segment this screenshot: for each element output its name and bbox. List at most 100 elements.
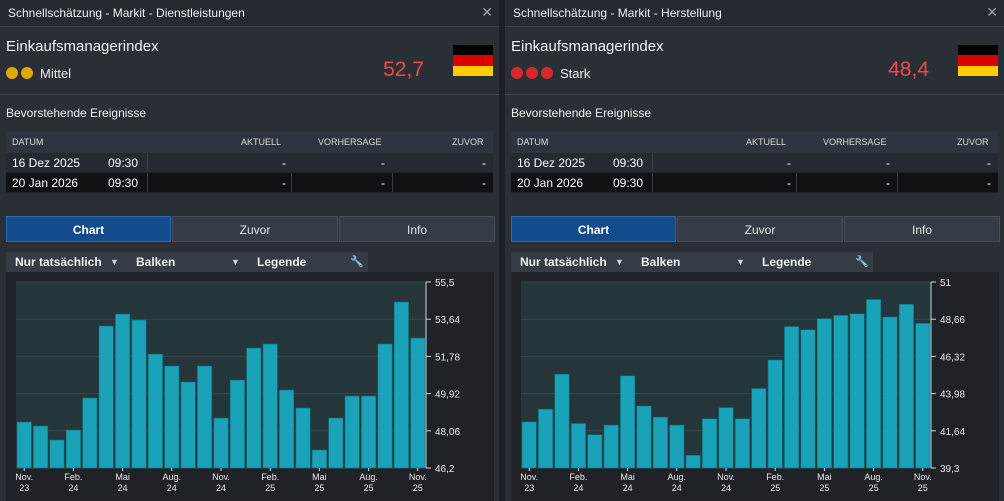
bar <box>849 313 865 469</box>
panel-title: Schnellschätzung - Markit - Dienstleistu… <box>8 6 245 20</box>
x-tick-label: Nov. <box>212 472 230 482</box>
tab-chart[interactable]: Chart <box>6 216 171 242</box>
x-tick-label: 25 <box>413 483 423 493</box>
pmi-panel-services: Schnellschätzung - Markit - Dienstleistu… <box>0 0 499 501</box>
current-value: 48,4 <box>888 58 929 81</box>
bar <box>393 301 409 469</box>
bar <box>115 313 131 469</box>
chart-area: 51 48,66 46,32 43,98 41,64 39,3 Nov. 23 Feb. 24 Ma… <box>511 272 999 501</box>
x-tick-label: 25 <box>869 483 879 493</box>
importance-indicator: Mittel <box>6 65 71 81</box>
tab-chart[interactable]: Chart <box>511 216 676 242</box>
close-icon[interactable]: ✕ <box>481 4 493 20</box>
bar <box>833 315 849 469</box>
x-tick-label: 24 <box>118 483 128 493</box>
pmi-panel-manufacturing: Schnellschätzung - Markit - Herstellung … <box>505 0 1004 501</box>
x-tick-label: 24 <box>68 483 78 493</box>
table-row[interactable]: 16 Dez 2025 09:30 - - - <box>511 153 998 172</box>
bar <box>33 425 49 469</box>
table-row[interactable]: 20 Jan 2026 09:30 - - - <box>6 173 493 192</box>
bar <box>603 424 619 469</box>
x-tick-label: 25 <box>918 483 928 493</box>
x-tick-label: Aug. <box>864 472 883 482</box>
filter-dropdown[interactable]: Nur tatsächlich <box>520 255 607 269</box>
x-tick-label: 25 <box>265 483 275 493</box>
close-icon[interactable]: ✕ <box>986 4 998 20</box>
current-value: 52,7 <box>383 58 424 81</box>
column-header-date: DATUM <box>517 137 549 147</box>
wrench-icon[interactable]: 🔧 <box>350 256 364 268</box>
wrench-icon[interactable]: 🔧 <box>855 256 869 268</box>
column-separator <box>652 153 653 172</box>
bar <box>669 424 685 469</box>
x-tick-label: Nov. <box>409 472 427 482</box>
x-tick-label: Aug. <box>668 472 687 482</box>
chart-type-dropdown[interactable]: Balken <box>136 255 176 269</box>
column-header-actual: AKTUELL <box>746 137 787 147</box>
legend-button[interactable]: Legende <box>257 255 307 269</box>
events-table: DATUM AKTUELL VORHERSAGE ZUVOR 16 Dez 20… <box>6 131 493 193</box>
event-time: 09:30 <box>108 176 139 190</box>
event-date: 16 Dez 2025 <box>517 156 586 170</box>
table-row[interactable]: 16 Dez 2025 09:30 - - - <box>6 153 493 172</box>
event-actual: - <box>787 176 791 190</box>
view-tabs: Chart Zuvor Info <box>6 216 495 243</box>
importance-label: Stark <box>560 65 591 81</box>
y-tick-label: 51 <box>940 278 952 289</box>
bar <box>570 423 586 469</box>
x-tick-label: Nov. <box>914 472 932 482</box>
chevron-down-icon[interactable]: ▼ <box>110 257 119 267</box>
y-tick-label: 53,64 <box>435 315 460 326</box>
chart-type-dropdown[interactable]: Balken <box>641 255 681 269</box>
events-table-header: DATUM AKTUELL VORHERSAGE ZUVOR <box>6 131 493 153</box>
x-tick-label: Aug. <box>163 472 182 482</box>
bar <box>751 388 767 469</box>
filter-dropdown[interactable]: Nur tatsächlich <box>15 255 102 269</box>
tab-previous[interactable]: Zuvor <box>677 216 843 242</box>
event-forecast: - <box>381 156 385 170</box>
x-tick-label: 23 <box>524 483 534 493</box>
panel-title: Schnellschätzung - Markit - Herstellung <box>513 6 722 20</box>
upcoming-events-title: Bevorstehende Ereignisse <box>511 106 652 120</box>
bar <box>49 439 65 469</box>
bar <box>98 325 114 469</box>
bar <box>538 408 554 469</box>
column-separator <box>897 173 898 192</box>
column-header-forecast: VORHERSAGE <box>823 137 887 147</box>
tab-previous[interactable]: Zuvor <box>172 216 338 242</box>
column-header-previous: ZUVOR <box>452 137 484 147</box>
table-row[interactable]: 20 Jan 2026 09:30 - - - <box>511 173 998 192</box>
chevron-down-icon[interactable]: ▼ <box>615 257 624 267</box>
x-tick-label: Mai <box>115 472 130 482</box>
bar <box>328 417 344 469</box>
bar <box>587 434 603 469</box>
view-tabs: Chart Zuvor Info <box>511 216 1000 243</box>
x-tick-label: Nov. <box>15 472 33 482</box>
bar <box>229 379 245 469</box>
germany-flag-icon <box>958 45 998 77</box>
chevron-down-icon[interactable]: ▼ <box>736 257 745 267</box>
chart-controls: Nur tatsächlich ▼ Balken ▼ Legende 🔧 <box>6 252 368 272</box>
bar <box>295 407 311 469</box>
x-tick-label: 24 <box>623 483 633 493</box>
importance-dot-icon <box>541 67 553 79</box>
legend-button[interactable]: Legende <box>762 255 812 269</box>
event-date: 20 Jan 2026 <box>12 176 79 190</box>
x-tick-label: 23 <box>19 483 29 493</box>
x-tick-label: Mai <box>620 472 635 482</box>
indicator-name: Einkaufsmanagerindex <box>511 38 664 55</box>
chart-area: 55,5 53,64 51,78 49,92 48,06 46,2 Nov. 23 Feb. 24… <box>6 272 494 501</box>
x-tick-label: 24 <box>721 483 731 493</box>
x-tick-label: 24 <box>167 483 177 493</box>
x-tick-label: Mai <box>312 472 327 482</box>
chevron-down-icon[interactable]: ▼ <box>231 257 240 267</box>
bar <box>16 421 32 469</box>
bar <box>521 421 537 469</box>
bar <box>311 449 327 469</box>
tab-info[interactable]: Info <box>844 216 1000 242</box>
tab-info[interactable]: Info <box>339 216 495 242</box>
bar <box>246 347 262 469</box>
bar <box>180 381 196 469</box>
bar <box>361 395 377 469</box>
bar <box>800 329 816 469</box>
